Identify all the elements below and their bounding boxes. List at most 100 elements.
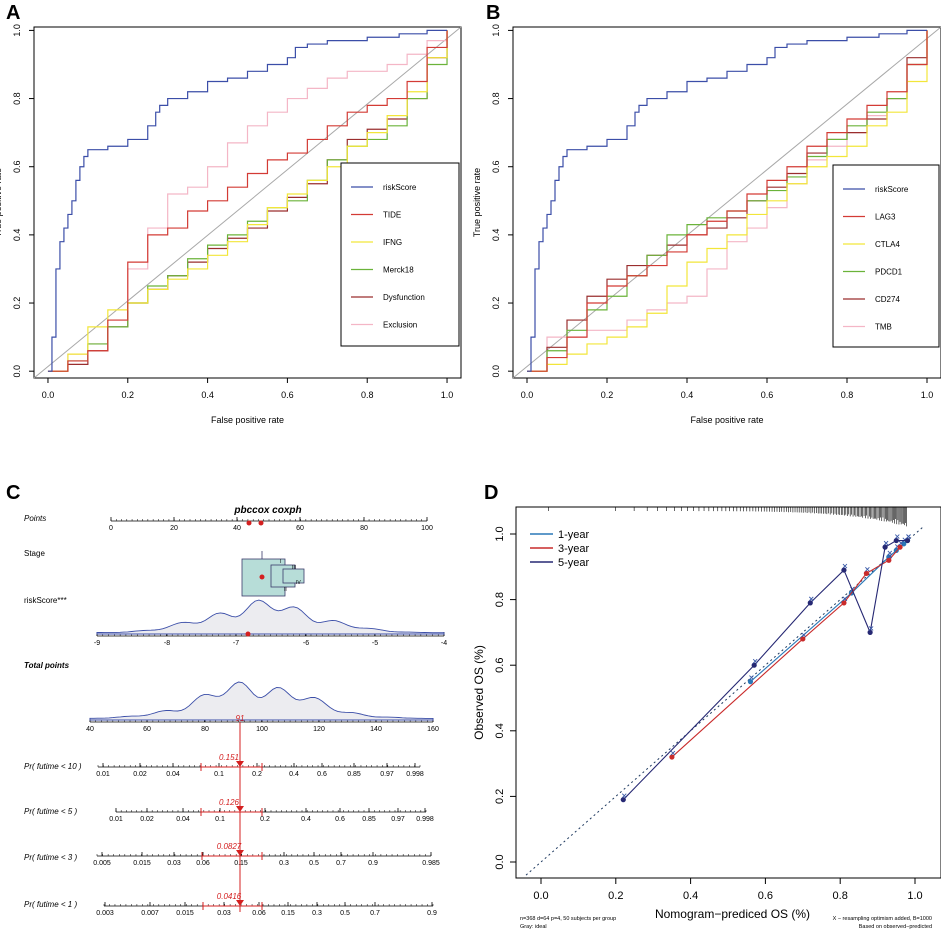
optimism-x-marker [865,567,870,572]
nomogram-tick-label: 0.01 [96,771,110,778]
legend-label: riskScore [875,185,909,194]
y-tick-label: 0.0 [12,365,22,378]
legend-label: IFNG [383,238,402,247]
nomogram-tick-label: 60 [143,726,151,733]
calibration-point [620,797,626,803]
calibration-point [882,544,888,550]
panel-letter: C [6,482,20,504]
probability-value: 0.0827 [217,842,242,851]
y-tick-label: 0.4 [491,229,501,242]
panel-letter: B [486,2,500,24]
diagonal-reference-line [33,26,462,379]
riskscore-marker [245,631,251,637]
nomogram-tick-label: -8 [164,640,170,647]
nomogram-tick-label: -9 [94,640,100,647]
optimism-x-marker [883,540,889,546]
optimism-x-marker [868,626,874,631]
x-tick-label: 1.0 [441,390,454,400]
nomogram-row-label: Stage [24,549,45,558]
nomogram-tick-label: 0.7 [370,910,380,917]
y-tick-label: 0.2 [491,297,501,310]
points-marker [258,520,264,526]
y-tick-label: 0.2 [12,297,22,310]
roc-line-riskScore [527,29,927,372]
nomogram-title: pbccox coxph [233,505,301,516]
x-tick-label: 0.2 [601,390,614,400]
stage-label: II [284,587,287,593]
panel-letter: D [484,482,498,504]
probability-marker [236,900,244,906]
x-tick-label: 0.8 [841,390,854,400]
stage-label: III [292,565,296,571]
y-tick-label: 0.6 [494,658,506,673]
optimism-x-marker [842,563,848,569]
footnote-left: n=368 d=64 p=4, 50 subjects per group [520,916,616,922]
nomogram-tick-label: 0.01 [109,816,123,823]
calibration-point [669,754,675,760]
calibration-point [893,537,899,544]
plot-frame [515,506,941,879]
legend-label: 1-year [558,529,590,541]
riskscore-density [96,599,445,635]
x-tick-label: 0.6 [761,390,774,400]
legend-box [832,164,940,348]
probability-value: 0.0416 [217,892,242,901]
roc-line-riskScore [47,29,448,372]
calibration-point [841,567,847,573]
plot-frame [33,26,462,379]
x-tick-label: 0.0 [42,390,55,400]
nomogram-tick-label: 0.02 [140,816,154,823]
nomogram-row-label: Points [24,514,46,523]
totalpoints-density [89,681,434,721]
calibration-line-1-year [750,540,908,683]
nomogram-tick-label: 0.6 [317,771,327,778]
nomogram-row-label: Pr( futime < 10 ) [24,762,82,771]
nomogram-tick-label: 40 [86,726,94,733]
x-tick-label: 0.2 [608,890,623,902]
x-tick-label: 0.2 [122,390,135,400]
roc-line-TIDE [47,30,448,372]
calibration-point [886,557,892,563]
nomogram-tick-label: 0.85 [347,771,361,778]
nomogram-tick-label: 0.04 [166,771,180,778]
calibration-point [893,547,899,554]
x-tick-label: 0.8 [361,390,374,400]
legend-label: CTLA4 [875,240,900,249]
nomogram-tick-label: 40 [233,525,241,532]
nomogram-tick-label: 0.985 [422,860,440,867]
optimism-x-marker [808,596,814,602]
nomogram-row-label: Pr( futime < 5 ) [24,807,77,816]
nomogram-tick-label: 0.7 [336,860,346,867]
nomogram-tick-label: 140 [370,726,382,733]
roc-line-IFNG [47,30,448,372]
legend-label: PDCD1 [875,268,903,277]
nomogram-tick-label: 0.6 [335,816,345,823]
nomogram-tick-label: 120 [313,726,325,733]
optimism-x-marker [752,658,758,664]
legend-label: 5-year [558,557,590,569]
x-axis-label: False positive rate [211,415,284,425]
nomogram-tick-label: 0.007 [141,910,159,917]
nomogram-tick-label: 0.06 [252,910,266,917]
y-tick-label: 0.4 [494,723,506,738]
stage-label: I [280,559,281,565]
calibration-point [904,537,911,544]
nomogram-row-label: Pr( futime < 1 ) [24,900,77,909]
calibration-point [867,629,873,636]
legend-label: LAG3 [875,213,896,222]
panel-a: A 0.0 0.2 0.4 0.6 0.8 1.0 0.0 0.2 0.4 0.6 0.8 1.0 Fal… [0,2,462,425]
nomogram-tick-label: 0.003 [96,910,114,917]
roc-line-Merck18 [47,30,448,372]
nomogram-tick-label: -5 [372,640,378,647]
nomogram-tick-label: 0.85 [362,816,376,823]
x-tick-label: 0.4 [201,390,214,400]
nomogram-tick-label: 0.02 [133,771,147,778]
nomogram-tick-label: 0.005 [93,860,111,867]
nomogram-tick-label: 0.03 [217,910,231,917]
footnote-right: X − resampling optimism added, B=1000 [833,916,932,922]
x-tick-label: 0.0 [533,890,548,902]
nomogram-tick-label: 0.5 [309,860,319,867]
nomogram-tick-label: 0.1 [215,816,225,823]
legend-label: Merck18 [383,266,414,275]
